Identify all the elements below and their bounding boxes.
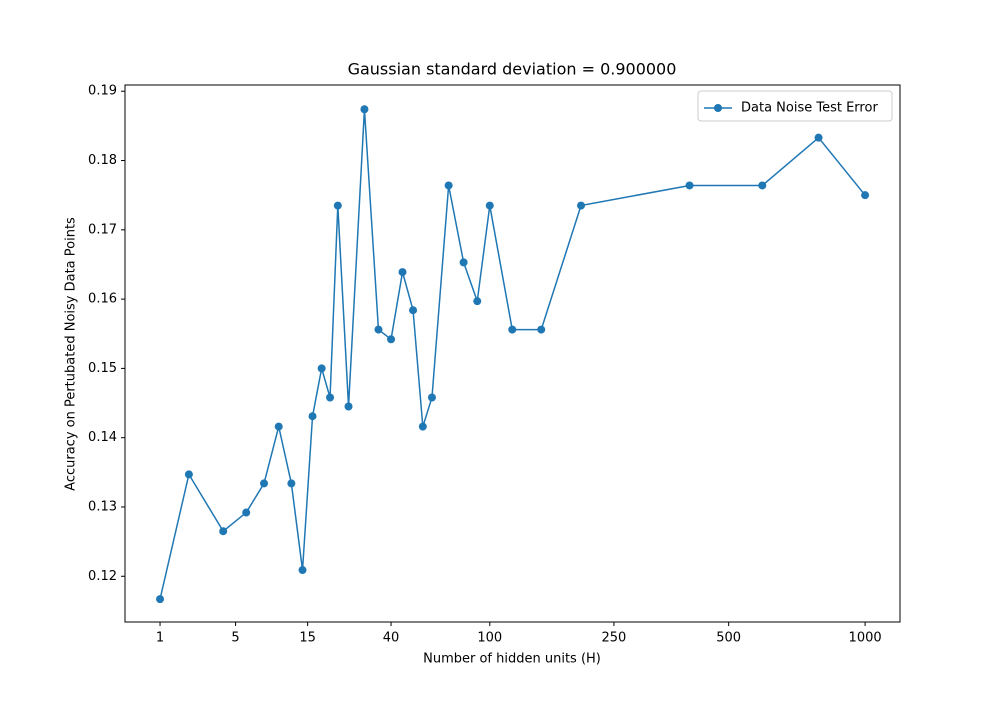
- series-line: [159, 109, 866, 600]
- plot-frame: [124, 84, 901, 623]
- x-axis-label: Number of hidden units (H): [423, 652, 601, 667]
- legend-label: Data Noise Test Error: [741, 101, 878, 116]
- y-tick-label: 0.15: [88, 361, 117, 376]
- x-tick-label: 100: [477, 631, 502, 646]
- data-point: [508, 325, 517, 334]
- data-point: [333, 201, 342, 210]
- data-point: [242, 508, 251, 517]
- y-tick-label: 0.12: [88, 569, 117, 584]
- legend-marker: [714, 104, 722, 112]
- y-tick-label: 0.18: [88, 153, 117, 168]
- x-tick-label: 1: [156, 631, 164, 646]
- legend-box: [697, 90, 893, 122]
- y-axis-label: Accuracy on Pertubated Noisy Data Points: [64, 217, 79, 491]
- x-tick-label: 40: [383, 631, 400, 646]
- data-point: [814, 133, 823, 142]
- data-point: [473, 297, 482, 306]
- data-point: [387, 335, 396, 344]
- chart-title: Gaussian standard deviation = 0.900000: [348, 60, 677, 79]
- data-point: [861, 191, 870, 200]
- data-point: [758, 181, 767, 190]
- y-tick-label: 0.19: [88, 84, 117, 99]
- data-point: [184, 470, 193, 479]
- data-point: [409, 306, 418, 315]
- data-point: [374, 325, 383, 334]
- data-point: [219, 527, 228, 536]
- x-tick-label: 5: [231, 631, 239, 646]
- y-tick-label: 0.14: [88, 430, 117, 445]
- data-point: [260, 479, 269, 488]
- data-point: [418, 422, 427, 431]
- x-tick-label: 15: [299, 631, 316, 646]
- data-point: [537, 325, 546, 334]
- data-point: [298, 566, 307, 575]
- data-point: [577, 201, 586, 210]
- data-point: [326, 393, 335, 402]
- data-point: [485, 201, 494, 210]
- x-tick-label: 1000: [849, 631, 882, 646]
- data-point: [398, 268, 407, 277]
- x-tick-label: 500: [716, 631, 741, 646]
- data-point: [156, 595, 165, 604]
- data-point: [427, 393, 436, 402]
- data-point: [360, 105, 369, 114]
- data-point: [459, 258, 468, 267]
- data-point: [308, 412, 317, 421]
- y-tick-label: 0.16: [88, 292, 117, 307]
- data-point: [274, 422, 283, 431]
- x-tick-label: 250: [602, 631, 627, 646]
- data-point: [344, 402, 353, 411]
- y-tick-label: 0.17: [88, 222, 117, 237]
- data-point: [317, 364, 326, 373]
- y-tick-label: 0.13: [88, 499, 117, 514]
- data-point: [287, 479, 296, 488]
- data-point: [685, 181, 694, 190]
- data-point: [444, 181, 453, 190]
